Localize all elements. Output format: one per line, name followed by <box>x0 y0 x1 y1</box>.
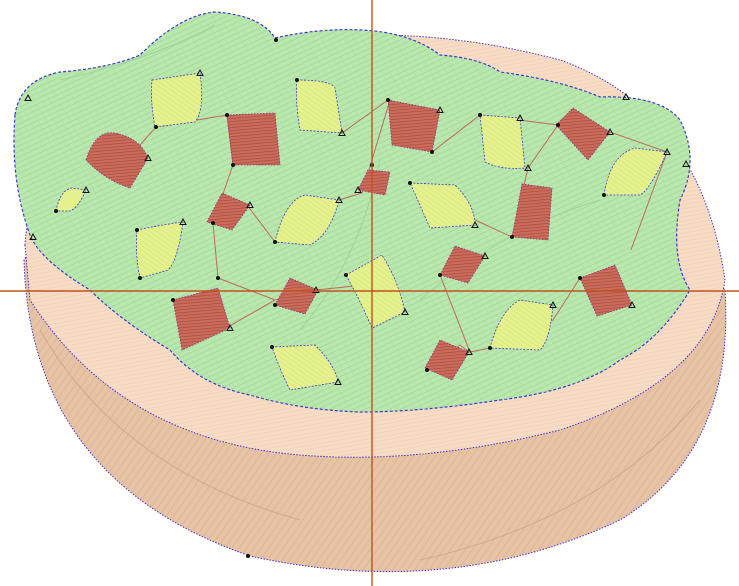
triangle-node-icon <box>24 93 32 101</box>
triangle-node-icon <box>144 153 152 161</box>
triangle-node-icon <box>179 217 187 225</box>
triangle-node-icon <box>246 200 254 208</box>
stitch-point-icon <box>556 123 560 127</box>
triangle-node-icon <box>334 377 342 385</box>
stitch-point-icon <box>231 163 235 167</box>
stitch-point-icon <box>430 150 434 154</box>
triangle-node-icon <box>29 232 37 240</box>
stitch-node-markers <box>24 38 690 558</box>
triangle-node-icon <box>606 127 614 135</box>
triangle-node-icon <box>436 105 444 113</box>
triangle-node-icon <box>354 185 362 193</box>
triangle-node-icon <box>481 251 489 259</box>
stitch-point-icon <box>273 303 277 307</box>
stitch-point-icon <box>386 98 390 102</box>
stitch-point-icon <box>154 125 158 129</box>
stitch-point-icon <box>225 113 229 117</box>
triangle-node-icon <box>549 300 557 308</box>
stitch-point-icon <box>408 181 412 185</box>
stitch-point-icon <box>478 113 482 117</box>
triangle-node-icon <box>226 323 234 331</box>
stitch-point-icon <box>344 273 348 277</box>
triangle-node-icon <box>465 347 473 355</box>
triangle-node-icon <box>682 159 690 167</box>
stitch-point-icon <box>273 240 277 244</box>
stitch-point-icon <box>602 193 606 197</box>
stitch-point-icon <box>171 298 175 302</box>
triangle-node-icon <box>338 128 346 136</box>
triangle-node-icon <box>82 185 90 193</box>
triangle-node-icon <box>312 285 320 293</box>
stitch-point-icon <box>135 228 139 232</box>
triangle-node-icon <box>628 300 636 308</box>
stitch-point-icon <box>578 276 582 280</box>
stitch-point-icon <box>246 554 250 558</box>
stitch-point-icon <box>274 38 278 42</box>
stitch-point-icon <box>425 368 429 372</box>
triangle-node-icon <box>622 92 630 100</box>
stitch-point-icon <box>488 346 492 350</box>
stitch-point-icon <box>438 273 442 277</box>
stitch-point-icon <box>54 209 58 213</box>
triangle-node-icon <box>335 195 343 203</box>
stitch-point-icon <box>270 345 274 349</box>
stitch-point-icon <box>510 235 514 239</box>
triangle-node-icon <box>524 163 532 171</box>
stitch-point-icon <box>295 78 299 82</box>
triangle-node-icon <box>471 220 479 228</box>
stitch-point-icon <box>138 276 142 280</box>
triangle-node-icon <box>516 113 524 121</box>
stitch-point-icon <box>211 221 215 225</box>
triangle-node-icon <box>196 68 204 76</box>
tomato-pieces <box>85 99 633 381</box>
triangle-node-icon <box>663 147 671 155</box>
cucumber-slices <box>55 72 668 391</box>
stitch-point-icon <box>216 276 220 280</box>
triangle-node-icon <box>401 307 409 315</box>
